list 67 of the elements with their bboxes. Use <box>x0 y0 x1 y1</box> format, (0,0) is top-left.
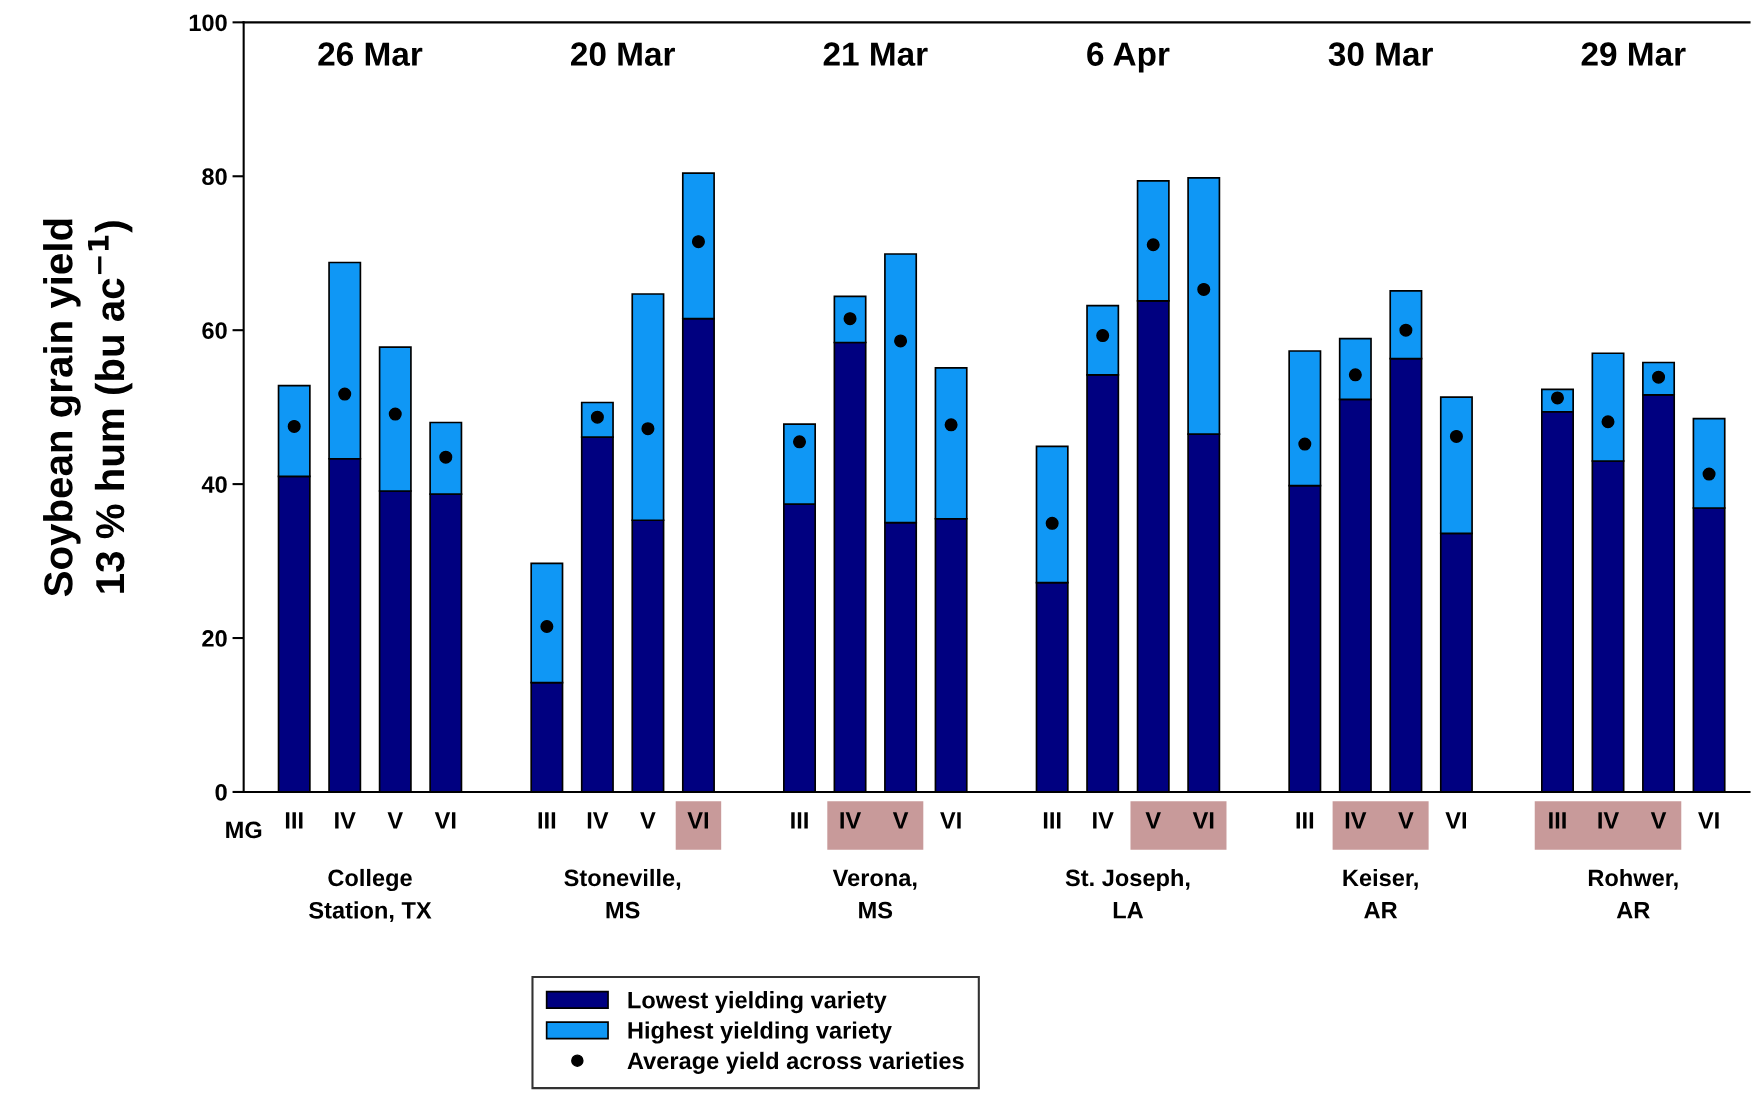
x-tick-label: III <box>1043 812 1061 829</box>
x-tick-label: V <box>1650 812 1667 829</box>
point <box>1449 429 1463 443</box>
y-tick-label: 60 <box>202 322 227 339</box>
x-tick-label: IV <box>335 812 356 829</box>
point <box>894 334 908 348</box>
point <box>1399 323 1413 337</box>
point <box>1197 282 1211 296</box>
x-tick-label: VI <box>1445 812 1466 829</box>
x-axis-title: MG <box>226 821 262 839</box>
point <box>641 422 655 436</box>
x-tick-label: IV <box>840 812 862 829</box>
annotation: 21 Mar <box>823 42 928 66</box>
y-tick-label: 100 <box>189 14 227 32</box>
point <box>439 450 453 464</box>
point <box>388 407 402 421</box>
point <box>338 387 352 401</box>
annotation: 30 Mar <box>1328 42 1433 66</box>
point <box>944 418 958 432</box>
legend-label: Highest yielding variety <box>628 1021 892 1044</box>
point <box>1298 437 1312 451</box>
point <box>1096 329 1110 343</box>
text: Keiser, AR <box>1343 868 1418 919</box>
y-tick-label: 40 <box>201 476 227 493</box>
annotation: 29 Mar <box>1581 42 1686 66</box>
x-tick-label: IV <box>1598 812 1619 829</box>
legend-label: Lowest yielding variety <box>628 991 887 1014</box>
point <box>1348 368 1362 382</box>
point <box>287 419 301 433</box>
x-tick-label: V <box>892 812 909 829</box>
text: Stoneville, MS <box>564 868 681 919</box>
x-tick-label: IV <box>1093 812 1114 829</box>
point <box>691 235 705 249</box>
point <box>1601 415 1615 429</box>
x-tick-label: IV <box>587 812 609 829</box>
x-tick-label: VI <box>687 812 709 829</box>
point <box>1045 516 1059 530</box>
point <box>793 435 807 449</box>
x-tick-label: III <box>285 812 303 829</box>
y-tick-label: 80 <box>202 168 227 186</box>
point <box>540 619 554 633</box>
annotation: 20 Mar <box>571 42 675 66</box>
x-tick-label: VI <box>434 812 456 829</box>
y-axis-title: Soybean grain yield 13 % hum (bu ac$^{−1}$) <box>43 219 133 597</box>
x-tick-label: V <box>1145 812 1161 829</box>
x-tick-label: V <box>640 812 656 829</box>
x-tick-label: VI <box>940 812 961 829</box>
x-tick-label: III <box>1296 812 1314 829</box>
point <box>1146 238 1160 252</box>
x-tick-label: VI <box>1698 812 1719 829</box>
x-tick-label: V <box>1398 812 1414 829</box>
x-tick-label: III <box>791 812 808 829</box>
point <box>1702 467 1716 481</box>
x-tick-label: IV <box>1345 812 1367 829</box>
legend-label: Average yield across varieties <box>627 1051 964 1074</box>
text: Verona, MS <box>832 869 917 919</box>
text: College Station, TX <box>309 868 432 923</box>
annotation: 6 Apr <box>1087 42 1170 73</box>
x-tick-label: VI <box>1192 812 1214 829</box>
annotation: 26 Mar <box>318 42 423 66</box>
text: St. Joseph, LA <box>1065 868 1190 919</box>
y-tick-label: 20 <box>202 630 227 647</box>
x-tick-label: V <box>387 812 403 829</box>
text: Rohwer, AR <box>1588 868 1678 919</box>
x-tick-label: III <box>538 812 556 829</box>
y-tick-label: 0 <box>215 784 227 801</box>
x-tick-label: III <box>1549 812 1566 829</box>
